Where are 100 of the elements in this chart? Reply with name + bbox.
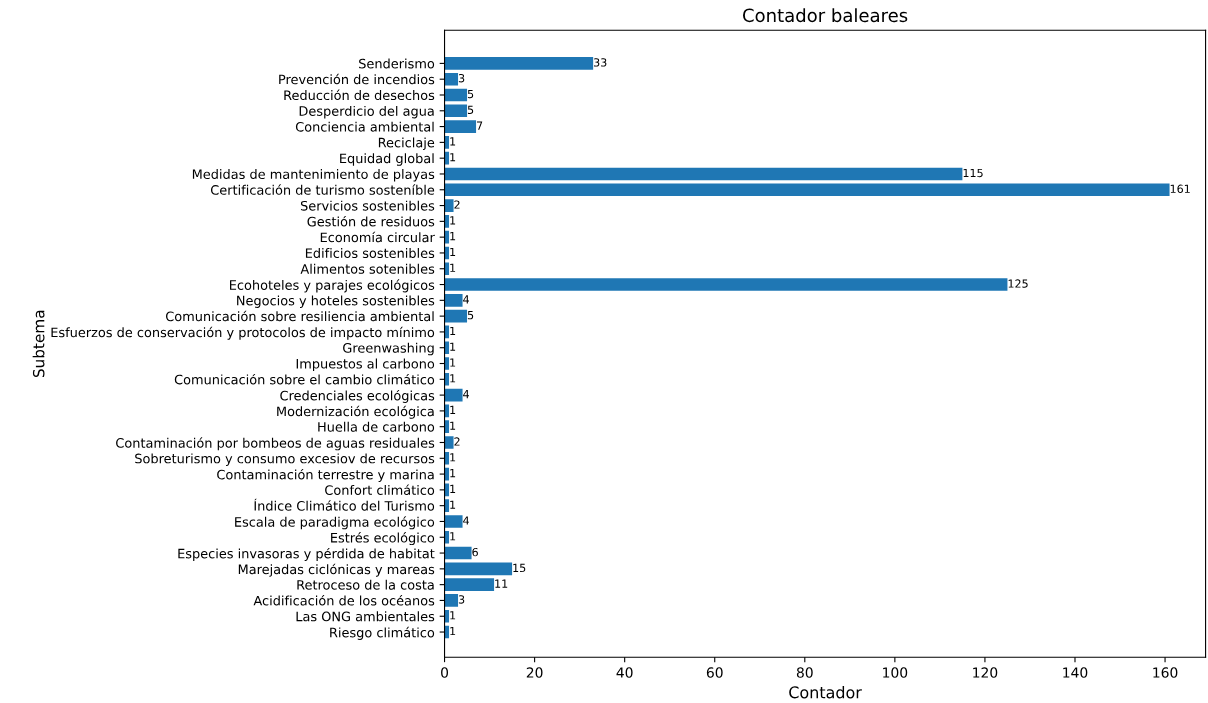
y-tick-label: Las ONG ambientales [296, 611, 435, 622]
y-tick-label: Contaminación por bombeos de aguas residuales [116, 437, 435, 451]
y-tick-label: Acidificación de los océanos [253, 595, 435, 606]
y-tick-label: Edificios sostenibles [305, 248, 435, 259]
y-tick-label: Greenwashing [343, 342, 434, 356]
data-label: 3 [458, 74, 465, 83]
bar [444, 215, 450, 228]
x-axis-title: Contador [789, 686, 862, 699]
data-label: 1 [450, 469, 456, 478]
bar [444, 120, 477, 133]
data-label: 1 [450, 247, 456, 257]
bar [444, 372, 450, 386]
x-tick-label: 80 [796, 667, 813, 678]
bar [444, 436, 454, 449]
data-label: 3 [458, 595, 465, 604]
data-label: 4 [463, 390, 469, 399]
chart-title: Contador baleares [743, 8, 908, 23]
bar [444, 562, 513, 576]
y-tick-label: Medidas de mantenimiento de playas [192, 169, 435, 182]
bar [444, 183, 1170, 197]
y-tick-label: Reducción de desechos [284, 89, 435, 101]
bar [444, 199, 454, 212]
data-label: 1 [450, 405, 456, 414]
bar [444, 167, 963, 181]
y-tick-label: Ecohoteles y parajes ecológicos [230, 279, 435, 293]
bar [444, 88, 468, 102]
data-label: 4 [463, 516, 469, 525]
data-label: 1 [450, 342, 456, 351]
data-label: 1 [450, 232, 456, 241]
data-label: 5 [467, 105, 474, 115]
x-tick-label: 60 [706, 667, 723, 678]
bar [444, 57, 594, 70]
data-label: 1 [450, 358, 456, 367]
y-tick-label: Equidad global [340, 153, 434, 166]
bar [444, 530, 450, 544]
data-label: 15 [513, 563, 526, 573]
y-tick-label: Retroceso de la costa [297, 579, 434, 590]
bar [444, 294, 463, 307]
y-tick-label: Economía circular [320, 231, 435, 243]
bar [444, 420, 450, 434]
data-label: 1 [450, 627, 456, 636]
bar [444, 104, 468, 118]
bar [444, 499, 450, 512]
y-tick-label: Servicios sostenibles [300, 200, 435, 211]
data-label: 125 [1008, 279, 1028, 288]
data-label: 7 [476, 121, 483, 130]
bar [444, 309, 468, 323]
data-label: 4 [463, 295, 469, 304]
x-tick-label: 40 [616, 667, 633, 678]
y-tick-label: Prevención de incendios [279, 73, 435, 85]
data-label: 1 [450, 453, 456, 462]
bar [444, 72, 459, 86]
bar [444, 451, 450, 465]
y-tick-label: Conciencia ambiental [295, 121, 434, 132]
x-tick-label: 0 [441, 667, 449, 678]
data-label: 115 [963, 168, 983, 178]
bar [444, 609, 450, 623]
y-tick-label: Riesgo climático [330, 626, 435, 640]
data-label: 1 [450, 484, 456, 493]
y-tick-label: Esfuerzos de conservación y protocolos de impacto mínimo [51, 326, 435, 340]
data-label: 1 [450, 532, 456, 541]
bar [444, 594, 459, 607]
bar [444, 341, 450, 355]
bar [444, 357, 450, 370]
y-tick-label: Impuestos al carbono [296, 358, 435, 372]
y-tick-label: Índice Climático del Turismo [254, 498, 435, 511]
data-label: 6 [472, 547, 478, 557]
bar [444, 515, 463, 528]
data-label: 1 [450, 153, 456, 162]
y-tick-label: Senderismo [359, 58, 435, 69]
y-tick-label: Sobreturismo y consumo excesiov de recursos [135, 453, 435, 466]
data-label: 1 [450, 500, 456, 509]
bar [444, 388, 463, 402]
data-label: 1 [450, 263, 456, 272]
data-label: 161 [1170, 184, 1190, 193]
bar [444, 278, 1008, 291]
y-tick-label: Desperdicio del agua [299, 105, 434, 119]
data-label: 1 [450, 611, 456, 620]
y-tick-label: Escala de paradigma ecológico [235, 516, 435, 530]
x-tick-label: 100 [883, 667, 908, 678]
y-axis-title: Subtema [32, 310, 45, 378]
y-tick-label: Certificación de turismo sosteníble [210, 184, 435, 195]
data-label: 5 [467, 311, 474, 320]
y-tick-label: Marejadas ciclónicas y mareas [238, 563, 435, 577]
data-label: 5 [467, 89, 474, 99]
data-label: 1 [450, 421, 456, 430]
x-tick-label: 140 [1063, 667, 1088, 678]
data-label: 11 [495, 579, 508, 588]
bar [444, 262, 450, 276]
y-tick-label: Contaminación terrestre y marina [217, 468, 434, 482]
x-tick-label: 160 [1153, 667, 1178, 678]
data-label: 1 [450, 137, 456, 146]
data-label: 1 [450, 374, 456, 383]
y-tick-label: Negocios y hoteles sostenibles [237, 295, 435, 308]
bar [444, 578, 495, 591]
y-tick-label: Alimentos sotenibles [300, 263, 435, 274]
y-tick-label: Huella de carbono [318, 421, 435, 432]
y-tick-label: Reciclaje [378, 137, 435, 150]
y-tick-label: Gestión de residuos [307, 215, 435, 227]
y-tick-label: Modernización ecológica [277, 405, 434, 419]
